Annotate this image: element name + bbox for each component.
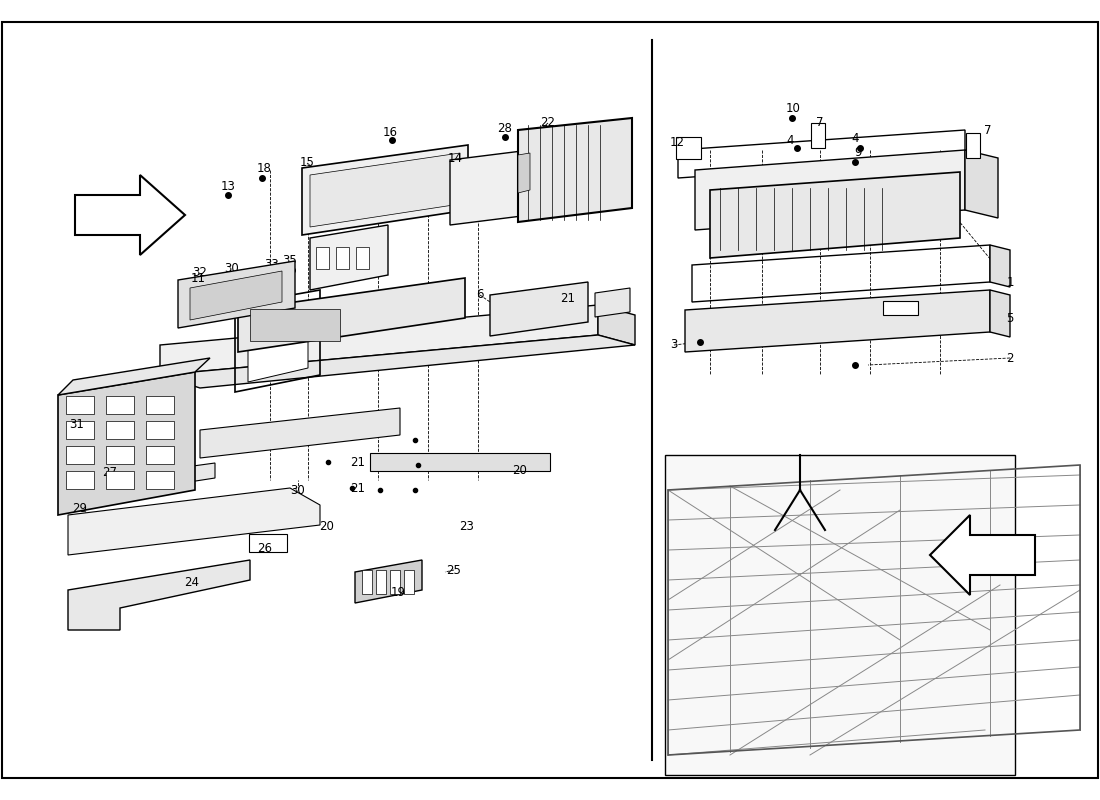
Polygon shape <box>990 245 1010 287</box>
Text: 25: 25 <box>447 563 461 577</box>
Polygon shape <box>302 145 468 235</box>
Text: 6: 6 <box>476 289 484 302</box>
Bar <box>146 471 174 489</box>
Polygon shape <box>990 290 1010 337</box>
Bar <box>146 421 174 439</box>
Text: 35: 35 <box>283 254 297 267</box>
Text: 20: 20 <box>320 521 334 534</box>
Bar <box>66 421 94 439</box>
Text: 13: 13 <box>221 179 235 193</box>
Polygon shape <box>450 145 570 225</box>
Text: 4: 4 <box>786 134 794 146</box>
Polygon shape <box>238 278 465 352</box>
Polygon shape <box>490 282 588 336</box>
Bar <box>316 247 329 269</box>
Polygon shape <box>178 261 295 328</box>
Text: 28: 28 <box>497 122 513 134</box>
Polygon shape <box>965 150 998 218</box>
Text: 23: 23 <box>460 519 474 533</box>
Bar <box>882 301 917 315</box>
Bar <box>66 471 94 489</box>
Text: 14: 14 <box>448 151 462 165</box>
Polygon shape <box>710 172 960 258</box>
Bar <box>336 247 349 269</box>
Text: 31: 31 <box>69 418 85 430</box>
Polygon shape <box>595 288 630 317</box>
Text: 15: 15 <box>299 157 315 170</box>
Polygon shape <box>160 305 598 375</box>
Text: 10: 10 <box>785 102 801 115</box>
Polygon shape <box>518 118 632 222</box>
Text: 21: 21 <box>351 482 365 494</box>
Polygon shape <box>695 150 965 230</box>
Text: 30: 30 <box>290 483 306 497</box>
Text: 26: 26 <box>257 542 273 554</box>
Polygon shape <box>160 335 635 388</box>
Text: 8: 8 <box>270 311 277 325</box>
Bar <box>362 570 372 594</box>
Text: 29: 29 <box>73 502 88 514</box>
Text: 3: 3 <box>670 338 678 351</box>
Bar <box>106 446 134 464</box>
Text: 32: 32 <box>192 266 208 278</box>
Polygon shape <box>75 175 185 255</box>
Bar <box>404 570 414 594</box>
Text: 27: 27 <box>102 466 118 479</box>
Polygon shape <box>930 515 1035 595</box>
Polygon shape <box>685 290 990 352</box>
Bar <box>811 122 825 147</box>
Bar <box>355 247 368 269</box>
Text: 7: 7 <box>984 123 992 137</box>
Bar <box>666 455 1015 775</box>
Polygon shape <box>248 302 308 382</box>
Text: 12: 12 <box>670 135 684 149</box>
Text: 24: 24 <box>185 575 199 589</box>
Bar <box>390 570 400 594</box>
Text: 30: 30 <box>224 262 240 275</box>
Polygon shape <box>190 271 282 320</box>
Bar <box>106 421 134 439</box>
Text: 21: 21 <box>351 455 365 469</box>
Bar <box>250 309 340 341</box>
Polygon shape <box>68 488 320 555</box>
Text: 7: 7 <box>816 115 824 129</box>
Text: 20: 20 <box>513 463 527 477</box>
Bar <box>146 446 174 464</box>
Text: 19: 19 <box>390 586 406 598</box>
Text: 5: 5 <box>1006 311 1014 325</box>
Bar <box>370 453 550 471</box>
Text: 4: 4 <box>851 131 859 145</box>
Polygon shape <box>355 560 422 603</box>
Bar <box>376 570 386 594</box>
Polygon shape <box>104 463 214 495</box>
Polygon shape <box>58 358 210 395</box>
Polygon shape <box>310 153 460 227</box>
Polygon shape <box>598 305 635 345</box>
Polygon shape <box>310 225 388 290</box>
Text: 17: 17 <box>306 222 320 234</box>
Bar <box>675 137 701 159</box>
Text: 2: 2 <box>1006 351 1014 365</box>
Bar <box>966 133 980 158</box>
Text: 22: 22 <box>540 117 556 130</box>
Bar <box>249 534 287 552</box>
Bar <box>106 396 134 414</box>
Text: 33: 33 <box>265 258 279 270</box>
Text: 9: 9 <box>855 146 861 158</box>
Text: 11: 11 <box>190 271 206 285</box>
Text: 1: 1 <box>1006 277 1014 290</box>
Text: 21: 21 <box>561 291 575 305</box>
Bar <box>66 396 94 414</box>
Polygon shape <box>58 372 195 515</box>
Text: 34: 34 <box>255 298 271 311</box>
Bar <box>66 446 94 464</box>
Text: 18: 18 <box>256 162 272 175</box>
Polygon shape <box>200 408 400 458</box>
Bar <box>106 471 134 489</box>
Polygon shape <box>68 560 250 630</box>
Polygon shape <box>518 153 530 193</box>
Bar <box>146 396 174 414</box>
Text: 16: 16 <box>383 126 397 138</box>
